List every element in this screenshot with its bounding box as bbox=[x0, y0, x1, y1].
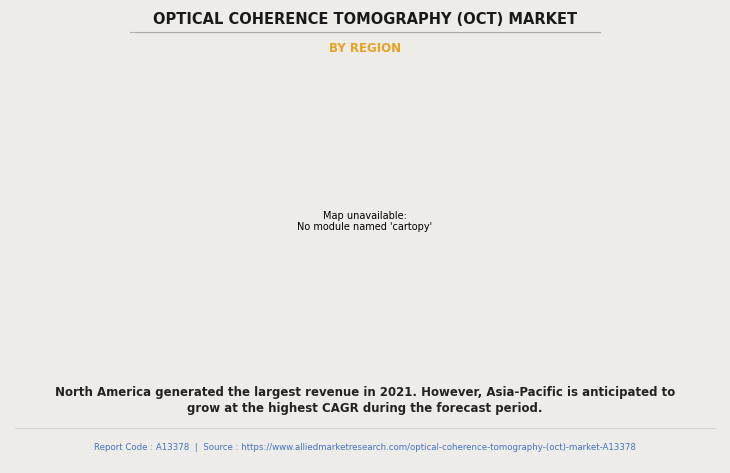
Text: Map unavailable:
No module named 'cartopy': Map unavailable: No module named 'cartop… bbox=[297, 210, 433, 232]
Text: BY REGION: BY REGION bbox=[329, 42, 401, 54]
Text: grow at the highest CAGR during the forecast period.: grow at the highest CAGR during the fore… bbox=[188, 402, 542, 414]
Text: Report Code : A13378  |  Source : https://www.alliedmarketresearch.com/optical-c: Report Code : A13378 | Source : https://… bbox=[94, 443, 636, 452]
Text: OPTICAL COHERENCE TOMOGRAPHY (OCT) MARKET: OPTICAL COHERENCE TOMOGRAPHY (OCT) MARKE… bbox=[153, 12, 577, 27]
Text: North America generated the largest revenue in 2021. However, Asia-Pacific is an: North America generated the largest reve… bbox=[55, 385, 675, 398]
